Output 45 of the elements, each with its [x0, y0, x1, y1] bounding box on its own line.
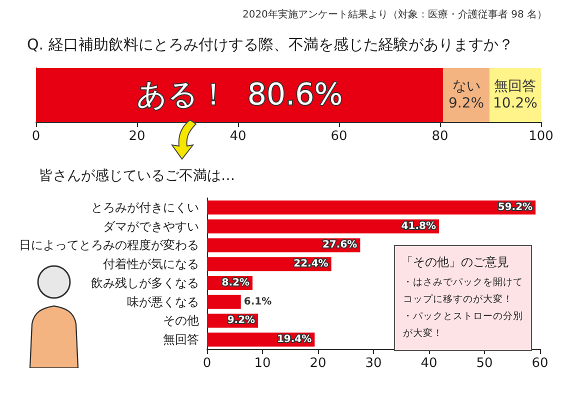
- y-tick-label: とろみが付きにくい: [91, 200, 199, 214]
- bar: [207, 200, 536, 214]
- x-tick-label: 0: [202, 356, 212, 371]
- x-tick-label: 60: [532, 356, 548, 371]
- data-label: 6.1%: [244, 296, 272, 308]
- x-tick-label: 100: [528, 129, 554, 144]
- y-tick-label: 日によってとろみの程度が変わる: [19, 238, 199, 252]
- y-tick-label: 味が悪くなる: [127, 294, 199, 309]
- x-tick-label: 40: [420, 356, 438, 371]
- y-tick-label: 無回答: [163, 332, 199, 347]
- y-tick-label: 付着性が気になる: [102, 257, 199, 272]
- y-tick-label: 飲み残しが多くなる: [91, 276, 199, 290]
- data-label: 27.6%: [322, 240, 358, 251]
- bar: [443, 68, 490, 122]
- data-label: 9.2%: [227, 315, 256, 326]
- data-label: 19.4%: [276, 334, 312, 346]
- bar: [36, 68, 444, 122]
- data-label: 41.8%: [401, 220, 436, 232]
- y-tick-label: ダマができやすい: [103, 219, 199, 234]
- x-tick-label: 50: [476, 356, 493, 371]
- series-label: 無回答: [494, 78, 536, 94]
- x-tick-label: 0: [32, 129, 40, 144]
- y-tick-label: その他: [163, 314, 199, 328]
- text: ある！ 80.6%: [136, 78, 343, 112]
- x-tick-label: 60: [330, 129, 348, 144]
- data-label: 10.2%: [493, 96, 538, 112]
- x-tick-label: 10: [254, 356, 271, 371]
- annotation: ・パックとストローの分別が大変！: [402, 310, 524, 341]
- data-label: 22.4%: [294, 258, 328, 270]
- data-label: 9.2%: [448, 96, 484, 112]
- bar: [207, 219, 439, 234]
- data-label: 59.2%: [498, 202, 533, 213]
- bar: [207, 294, 241, 309]
- series-label: ない: [452, 78, 480, 94]
- x-tick-label: 20: [310, 356, 326, 371]
- x-tick-label: 40: [230, 129, 246, 144]
- annotation: 「その他」のご意見: [401, 254, 510, 271]
- x-tick-label: 30: [365, 356, 382, 371]
- x-tick-label: 20: [128, 129, 146, 144]
- chart-title: 皆さんが感じているご不満は…: [39, 168, 235, 184]
- text: 2020年実施アンケート結果より（対象：医療・介護従事者 98 名）: [242, 8, 547, 20]
- x-tick-label: 80: [432, 129, 448, 144]
- annotation: ・はさみでパックを開けてコップに移すのが大変！: [402, 276, 524, 307]
- data-label: 8.2%: [222, 277, 250, 288]
- chart-title: Q. 経口補助飲料にとろみ付けする際、不満を感じた経験がありますか？: [27, 36, 514, 54]
